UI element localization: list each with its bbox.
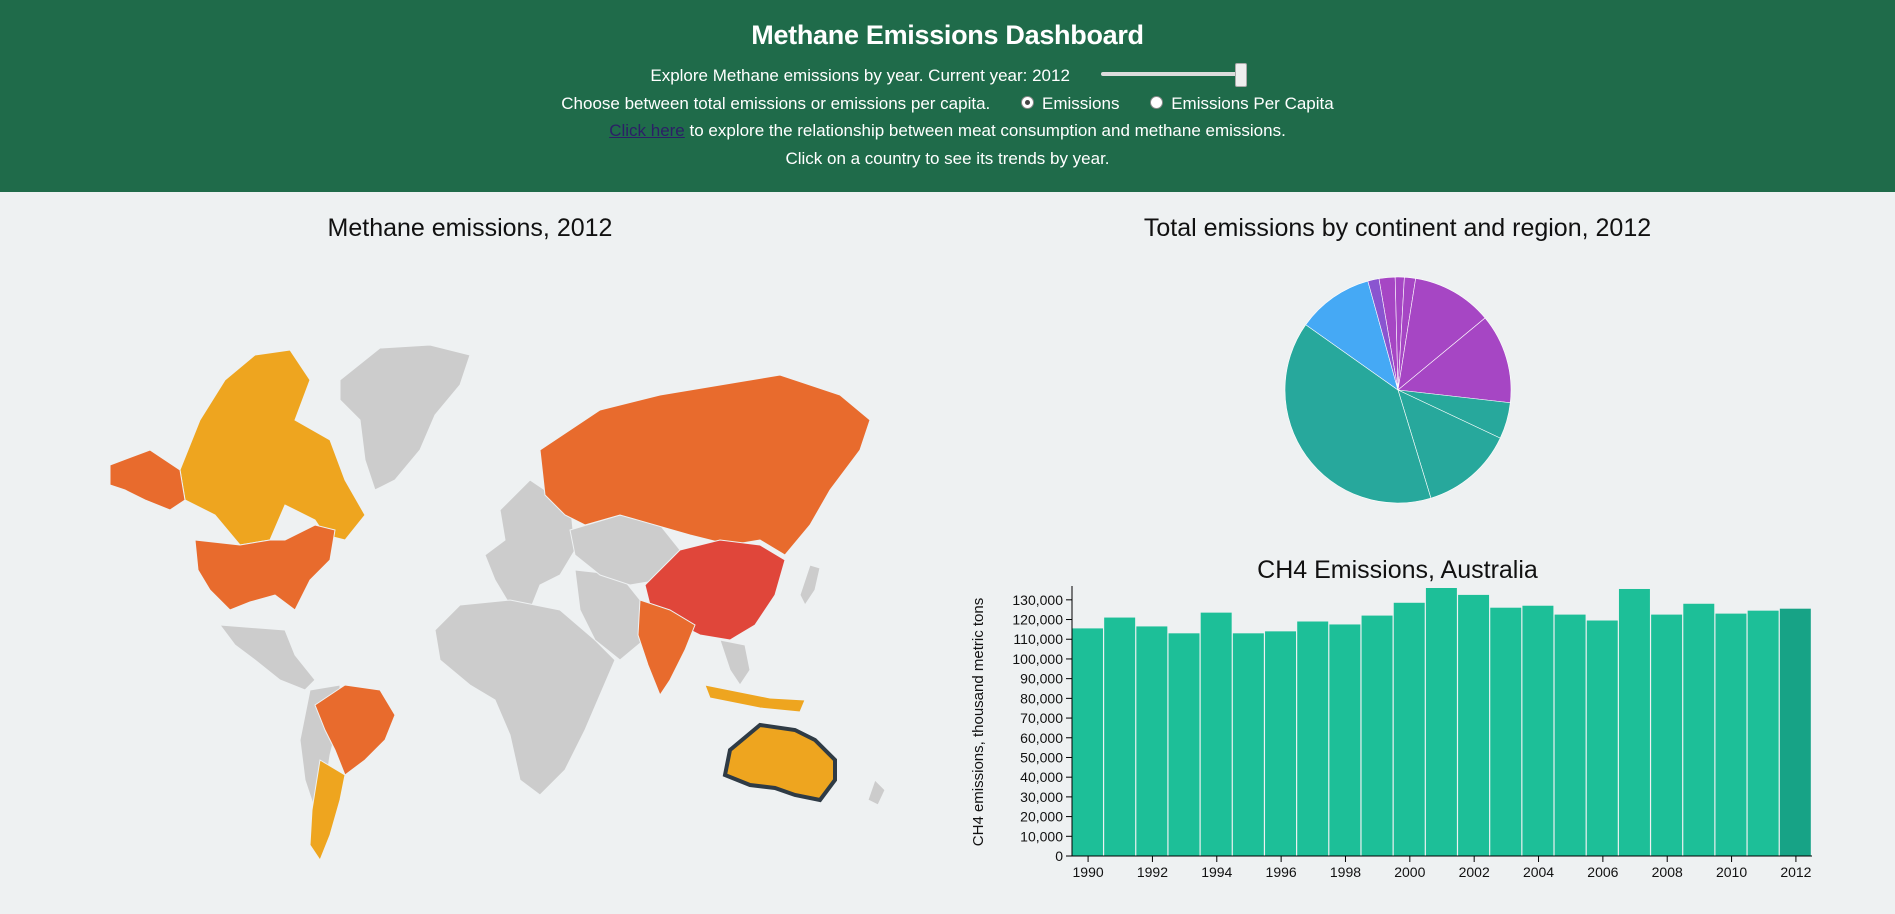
bar-1994[interactable]: [1200, 612, 1232, 856]
emissions-per-capita-radio-label[interactable]: Emissions Per Capita: [1171, 94, 1334, 113]
country-alaska[interactable]: [109, 449, 186, 511]
bar-1998[interactable]: [1329, 624, 1361, 856]
y-tick-label: 0: [1055, 848, 1063, 864]
bar-2006[interactable]: [1586, 620, 1618, 856]
meat-link-description: to explore the relationship between meat…: [684, 121, 1286, 140]
y-tick-label: 100,000: [1012, 651, 1063, 667]
bar-2010[interactable]: [1715, 613, 1747, 856]
mode-control-row: Choose between total emissions or emissi…: [0, 94, 1895, 114]
y-tick-label: 20,000: [1020, 809, 1063, 825]
pie-slice-6[interactable]: [1397, 389, 1501, 499]
year-slider[interactable]: [1100, 62, 1247, 87]
y-tick-label: 60,000: [1020, 730, 1063, 746]
country-mexico[interactable]: [218, 624, 316, 691]
bar-2011[interactable]: [1747, 610, 1779, 856]
bar-1993[interactable]: [1168, 633, 1200, 856]
pie-slice-9[interactable]: [1367, 278, 1399, 391]
country-southeast-asia[interactable]: [719, 639, 751, 686]
emissions-per-capita-radio[interactable]: [1150, 96, 1164, 110]
bar-2002[interactable]: [1458, 594, 1490, 856]
bar-1992[interactable]: [1136, 626, 1168, 856]
year-slider-track[interactable]: [1100, 71, 1245, 76]
y-tick-label: 110,000: [1013, 631, 1063, 647]
x-tick-label: 2002: [1459, 864, 1490, 880]
bar-2008[interactable]: [1651, 614, 1683, 856]
country-indonesia[interactable]: [704, 684, 806, 713]
y-tick-label: 120,000: [1012, 612, 1063, 628]
emissions-radio[interactable]: [1021, 96, 1034, 110]
country-brazil[interactable]: [314, 684, 396, 776]
pie-slice-3[interactable]: [1397, 278, 1486, 391]
x-tick-label: 2006: [1587, 864, 1618, 880]
bar-1996[interactable]: [1265, 631, 1297, 856]
country-greenland[interactable]: [339, 344, 471, 491]
emissions-bar-chart: CH4 emissions, thousand metric tons 0 10,0…: [970, 586, 1812, 880]
bar-1997[interactable]: [1297, 621, 1329, 857]
bar-2009[interactable]: [1683, 603, 1715, 856]
country-usa[interactable]: [194, 524, 336, 611]
y-axis-label: CH4 emissions, thousand metric tons: [970, 598, 987, 846]
bar-2004[interactable]: [1522, 605, 1554, 856]
meat-consumption-link[interactable]: Click here: [609, 121, 685, 140]
country-new-zealand[interactable]: [867, 779, 886, 806]
y-tick-label: 50,000: [1020, 749, 1063, 765]
country-australia[interactable]: [722, 722, 837, 803]
country-argentina[interactable]: [309, 759, 346, 862]
continent-pie-chart: [1284, 276, 1512, 504]
pie-slice-7[interactable]: [1284, 324, 1432, 504]
country-africa[interactable]: [434, 599, 616, 796]
bar-2003[interactable]: [1490, 607, 1522, 856]
bar-2000[interactable]: [1393, 602, 1425, 856]
x-tick-label: 2010: [1716, 864, 1747, 880]
x-tick-label: 1998: [1330, 864, 1361, 880]
mode-prompt: Choose between total emissions or emissi…: [561, 94, 991, 113]
bar-2001[interactable]: [1425, 588, 1457, 856]
year-control-row: Explore Methane emissions by year. Curre…: [0, 62, 1895, 87]
map-title: Methane emissions, 2012: [327, 214, 613, 242]
x-tick-label: 1992: [1137, 864, 1168, 880]
bar-1991[interactable]: [1104, 617, 1136, 856]
y-tick-label: 70,000: [1020, 710, 1063, 726]
y-tick-label: 40,000: [1020, 769, 1063, 785]
emissions-radio-label[interactable]: Emissions: [1042, 94, 1120, 113]
bar-1995[interactable]: [1232, 633, 1264, 856]
country-india[interactable]: [637, 599, 696, 697]
year-slider-thumb[interactable]: [1234, 62, 1247, 87]
y-tick-label: 10,000: [1020, 828, 1063, 844]
country-canada[interactable]: [179, 349, 366, 546]
x-tick-label: 2008: [1652, 864, 1683, 880]
y-tick-label: 80,000: [1020, 690, 1063, 706]
country-japan[interactable]: [799, 564, 821, 606]
pie-chart-title: Total emissions by continent and region,…: [1143, 214, 1652, 242]
pie-slice-8[interactable]: [1305, 280, 1399, 391]
bar-2012[interactable]: [1779, 608, 1811, 856]
dashboard-header: Methane Emissions Dashboard Explore Meth…: [0, 0, 1895, 192]
y-tick-label: 30,000: [1020, 789, 1063, 805]
meat-link-row: Click here to explore the relationship b…: [0, 121, 1895, 141]
y-tick-label: 90,000: [1020, 671, 1063, 687]
x-tick-label: 1994: [1201, 864, 1232, 880]
x-tick-label: 1990: [1073, 864, 1104, 880]
bar-1990[interactable]: [1072, 628, 1103, 856]
year-prompt: Explore Methane emissions by year. Curre…: [650, 66, 1070, 85]
country-instruction: Click on a country to see its trends by …: [785, 149, 1110, 168]
country-russia[interactable]: [539, 374, 871, 556]
bar-2005[interactable]: [1554, 614, 1586, 856]
bar-chart-title: CH4 Emissions, Australia: [1257, 556, 1538, 584]
y-tick-label: 130,000: [1012, 592, 1063, 608]
x-tick-label: 1996: [1266, 864, 1297, 880]
world-map: [109, 344, 886, 862]
x-tick-label: 2000: [1394, 864, 1425, 880]
bar-1999[interactable]: [1361, 615, 1393, 856]
pie-slice-4[interactable]: [1397, 317, 1512, 404]
page-title: Methane Emissions Dashboard: [751, 20, 1144, 50]
x-tick-label: 2012: [1780, 864, 1811, 880]
x-tick-label: 2004: [1523, 864, 1554, 880]
bar-2007[interactable]: [1618, 588, 1650, 856]
